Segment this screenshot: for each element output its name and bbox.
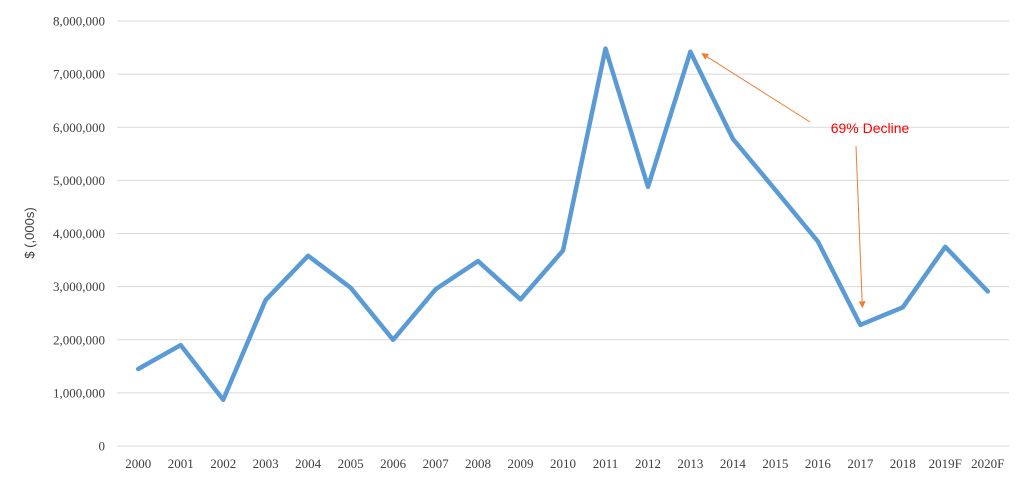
x-tick-label: 2000 <box>125 456 151 471</box>
y-tick-label: 2,000,000 <box>53 332 105 347</box>
x-tick-label: 2005 <box>338 456 364 471</box>
x-tick-label: 2016 <box>805 456 832 471</box>
y-tick-label: 8,000,000 <box>53 14 105 29</box>
y-tick-label: 3,000,000 <box>53 279 105 294</box>
x-tick-label: 2010 <box>550 456 576 471</box>
series <box>135 46 991 403</box>
x-tick-label: 2008 <box>465 456 491 471</box>
y-tick-label: 6,000,000 <box>53 120 105 135</box>
x-tick-label: 2006 <box>380 456 407 471</box>
gridlines <box>117 20 1009 447</box>
y-axis-title: $ (,000s) <box>22 207 37 258</box>
x-tick-label: 2013 <box>677 456 703 471</box>
x-tick-label: 2019F <box>929 456 962 471</box>
x-tick-label: 2007 <box>423 456 450 471</box>
y-tick-label: 0 <box>99 439 106 454</box>
x-tick-label: 2018 <box>890 456 916 471</box>
y-tick-label: 7,000,000 <box>53 67 105 82</box>
x-tick-label: 2017 <box>847 456 874 471</box>
x-tick-label: 2015 <box>762 456 788 471</box>
annotation-label: 69% Decline <box>831 120 910 136</box>
x-tick-label: 2011 <box>593 456 619 471</box>
series-line <box>135 46 991 403</box>
annotation-arrow-to-trough <box>855 145 866 309</box>
x-tick-label: 2004 <box>295 456 322 471</box>
x-tick-label: 2020F <box>971 456 1004 471</box>
annotation: 69% Decline <box>701 53 910 309</box>
y-tick-label: 1,000,000 <box>53 385 105 400</box>
y-axis-tick-labels: 0 1,000,000 2,000,000 3,000,000 4,000,000 5,0… <box>53 14 105 454</box>
y-tick-label: 4,000,000 <box>53 226 105 241</box>
x-tick-label: 2001 <box>168 456 194 471</box>
x-tick-label: 2003 <box>253 456 279 471</box>
y-tick-label: 5,000,000 <box>53 173 105 188</box>
x-tick-label: 2009 <box>508 456 534 471</box>
x-tick-label: 2012 <box>635 456 661 471</box>
annotation-arrow-to-peak <box>701 53 811 123</box>
x-tick-label: 2014 <box>720 456 747 471</box>
x-axis-tick-labels: 2000 2001 2002 2003 2004 2005 2006 2007 2008 2009… <box>125 456 1004 471</box>
x-tick-label: 2002 <box>210 456 236 471</box>
